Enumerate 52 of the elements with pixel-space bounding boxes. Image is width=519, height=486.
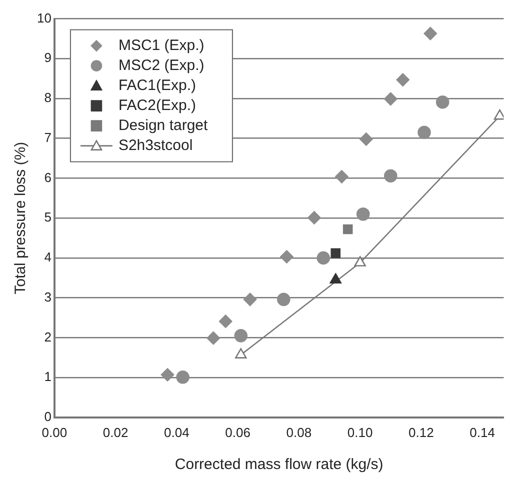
legend-label: FAC2(Exp.) (118, 96, 196, 114)
x-tick-label: 0.06 (225, 424, 250, 440)
legend-label: MSC2 (Exp.) (118, 56, 204, 74)
y-tick-label: 2 (44, 329, 52, 344)
x-tick-label: 0.10 (347, 424, 373, 440)
point (206, 331, 220, 345)
point (494, 109, 504, 120)
point (243, 292, 257, 306)
y-tick-label: 10 (36, 10, 52, 26)
x-tick-label: 0.08 (286, 424, 312, 440)
point (356, 207, 370, 221)
legend-label: Design target (118, 116, 209, 134)
x-tick-label: 0.02 (102, 424, 128, 440)
y-tick-label: 4 (44, 250, 52, 265)
x-tick-label: 0.04 (164, 424, 190, 440)
point (330, 248, 341, 258)
point (354, 256, 366, 266)
x-tick-label: 0.14 (470, 424, 495, 440)
point (234, 329, 248, 342)
point (176, 370, 190, 384)
point (342, 224, 353, 234)
point (384, 92, 398, 106)
point (424, 26, 438, 40)
y-tick-label: 8 (44, 90, 52, 106)
point (235, 348, 247, 358)
point (308, 211, 321, 224)
x-axis-title: Corrected mass flow rate (kg/s) (174, 456, 384, 474)
point (330, 273, 342, 284)
point (280, 250, 294, 264)
point (360, 132, 373, 146)
point (418, 126, 431, 140)
point (436, 95, 450, 109)
point (218, 314, 232, 328)
point (316, 251, 330, 265)
legend-label: S2h3stcool (118, 136, 193, 154)
y-tick-label: 9 (44, 50, 52, 66)
y-tick-label: 6 (44, 170, 52, 185)
y-axis-title: Total pressure loss (%) (12, 142, 30, 294)
point (335, 170, 348, 184)
point (384, 169, 398, 182)
legend-label: FAC1(Exp.) (118, 76, 196, 94)
y-tick-label: 1 (44, 369, 52, 384)
y-tick-label: 0 (44, 408, 52, 424)
point (277, 292, 290, 306)
point (160, 368, 174, 382)
point (396, 73, 410, 86)
x-tick-label: 0.12 (408, 424, 434, 440)
y-tick-label: 5 (44, 210, 52, 225)
y-tick-label: 3 (44, 289, 52, 304)
legend-label: MSC1 (Exp.) (118, 36, 204, 54)
y-tick-label: 7 (44, 130, 52, 145)
x-tick-label: 0.00 (42, 424, 68, 440)
